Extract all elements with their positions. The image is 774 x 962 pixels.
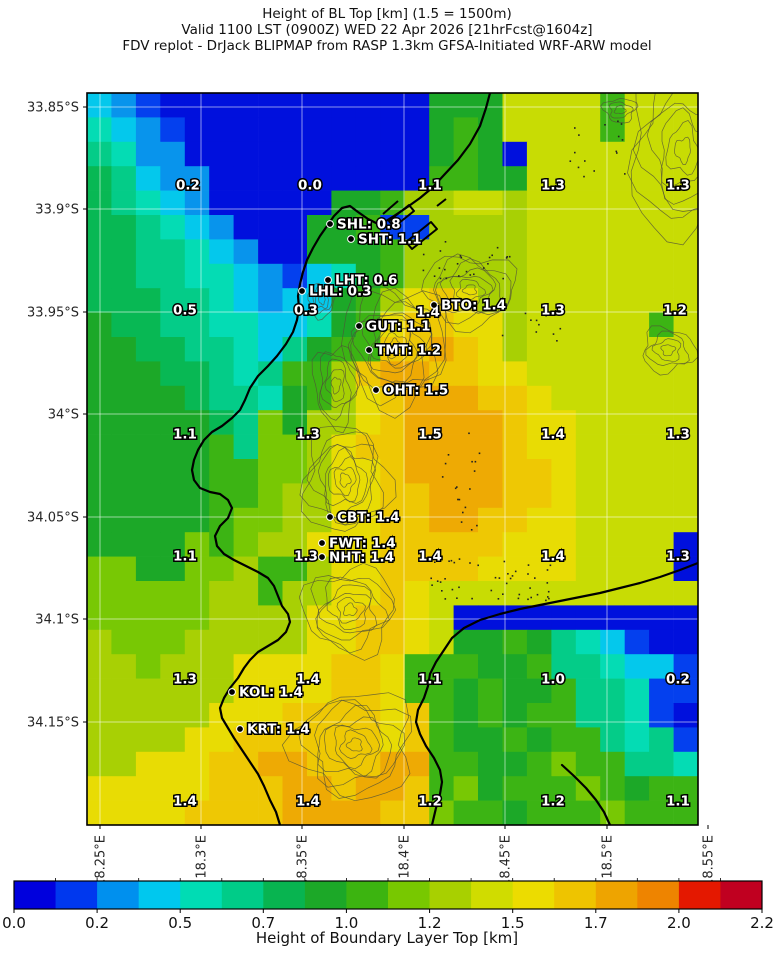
y-tick-label: 34°S (48, 408, 79, 423)
station-dot-BTO (430, 301, 438, 309)
grid-value: 1.3 (666, 427, 690, 443)
grid-value: 0.3 (294, 303, 318, 319)
station-dot-SHT (347, 235, 355, 243)
axes: 33.85°S 33.9°S 33.95°S 34°S 34.05°S 34.1°S 34.… (27, 101, 716, 887)
grid-value: 1.3 (666, 178, 690, 194)
harbor-docks (382, 198, 447, 250)
grid-value: 1.1 (666, 794, 690, 810)
colorbar: 0.0 0.2 0.5 0.7 1.0 1.2 1.5 1.7 2.0 2.2 (2, 878, 774, 932)
grid-value: 1.4 (296, 672, 320, 688)
grid-value: 0.5 (173, 303, 197, 319)
heatmap-cells (87, 93, 699, 826)
station-dot-NHT (318, 553, 326, 561)
station-dot-FWT (318, 539, 326, 547)
plot-titles: Height of BL Top [km] (1.5 = 1500m) Vali… (0, 6, 774, 54)
urban-speckles (422, 120, 626, 602)
colorbar-tick-label: 2.2 (750, 914, 774, 932)
station-label-OHT: OHT: 1.5 (383, 383, 448, 399)
station-dot-SHL (326, 220, 334, 228)
grid-value: 0.0 (298, 178, 322, 194)
station-label-BTO: BTO: 1.4 (441, 298, 506, 314)
grid-value: 1.1 (418, 178, 442, 194)
station-dot-GUT (355, 322, 363, 330)
y-tick-label: 33.95°S (27, 306, 79, 321)
station-dot-OHT (372, 386, 380, 394)
grid-value: 1.0 (541, 672, 565, 688)
station-label-LHT: LHT: 0.6 (335, 273, 397, 289)
grid-value: 1.4 (541, 549, 565, 565)
coastline (190, 93, 698, 825)
grid-value: 1.2 (418, 794, 442, 810)
station-dot-KRT (236, 725, 244, 733)
grid-value: 1.3 (666, 549, 690, 565)
map-border (86, 92, 699, 826)
grid-value: 1.1 (173, 549, 197, 565)
grid-value: 1.2 (541, 794, 565, 810)
grid-value: 1.3 (541, 303, 565, 319)
colorbar-tick-label: 1.2 (418, 914, 442, 932)
grid-value: 1.4 (173, 794, 197, 810)
colorbar-tick-label: 1.0 (334, 914, 358, 932)
grid-value: 1.3 (294, 549, 318, 565)
grid-value: 1.3 (173, 672, 197, 688)
title-line-3: FDV replot - DrJack BLIPMAP from RASP 1.… (122, 38, 652, 54)
grid-value: 1.4 (296, 794, 320, 810)
station-label-GUT: GUT: 1.1 (366, 319, 431, 335)
y-tick-label: 34.15°S (27, 716, 79, 731)
grid-value: 1.3 (541, 178, 565, 194)
grid-value: 1.1 (418, 672, 442, 688)
station-label-NHT: NHT: 1.4 (329, 550, 394, 566)
station-label-FWT: FWT: 1.4 (329, 536, 396, 552)
station-dot-CBT (326, 513, 334, 521)
terrain-contours (281, 93, 698, 802)
grid-value-labels: 0.2 0.0 1.1 1.3 1.3 0.5 0.3 1.4 1.3 1.2 1.1 1.3 1.5 1… (172, 176, 692, 811)
y-tick-label: 34.1°S (35, 613, 79, 628)
grid-value: 1.4 (541, 427, 565, 443)
colorbar-tick-label: 0.0 (2, 914, 26, 932)
x-tick-label: 18.45°E (499, 835, 514, 887)
grid-value: 1.3 (296, 427, 320, 443)
grid-value: 0.2 (176, 178, 200, 194)
station-dot-TMT (365, 346, 373, 354)
x-tick-label: 18.55°E (702, 835, 717, 887)
station-label-SHT: SHT: 1.1 (358, 232, 422, 248)
grid-value: 0.2 (666, 672, 690, 688)
y-tick-label: 33.85°S (27, 101, 79, 116)
colorbar-tick-label: 0.5 (168, 914, 192, 932)
grid-value: 1.4 (418, 549, 442, 565)
colorbar-tick-label: 0.7 (251, 914, 275, 932)
title-line-2: Valid 1100 LST (0900Z) WED 22 Apr 2026 [… (181, 22, 593, 38)
station-dot-LHL (298, 287, 306, 295)
colorbar-tick-label: 0.2 (85, 914, 109, 932)
graticule (87, 93, 698, 825)
grid-value: 1.5 (418, 427, 442, 443)
colorbar-tick-label: 2.0 (667, 914, 691, 932)
grid-value: 1.1 (173, 427, 197, 443)
x-tick-label: 18.5°E (601, 835, 616, 879)
colorbar-tick-label: 1.7 (584, 914, 608, 932)
station-dot-KOL (228, 688, 236, 696)
title-line-1: Height of BL Top [km] (1.5 = 1500m) (262, 6, 512, 22)
station-label-CBT: CBT: 1.4 (337, 510, 400, 526)
x-tick-label: 18.25°E (94, 835, 109, 887)
y-tick-label: 34.05°S (27, 511, 79, 526)
station-label-SHL: SHL: 0.8 (337, 217, 401, 233)
x-tick-label: 18.4°E (398, 835, 413, 879)
colorbar-label: Height of Boundary Layer Top [km] (255, 929, 519, 947)
colorbar-tick-label: 1.5 (501, 914, 525, 932)
station-label-KRT: KRT: 1.4 (247, 722, 310, 738)
y-tick-label: 33.9°S (35, 203, 79, 218)
x-tick-label: 18.35°E (296, 835, 311, 887)
station-label-KOL: KOL: 1.4 (239, 685, 303, 701)
x-tick-label: 18.3°E (195, 835, 210, 879)
station-label-LHL: LHL: 0.3 (309, 284, 372, 300)
station-dot-LHT (324, 276, 332, 284)
grid-value: 1.2 (663, 303, 687, 319)
station-label-TMT: TMT: 1.2 (376, 343, 441, 359)
